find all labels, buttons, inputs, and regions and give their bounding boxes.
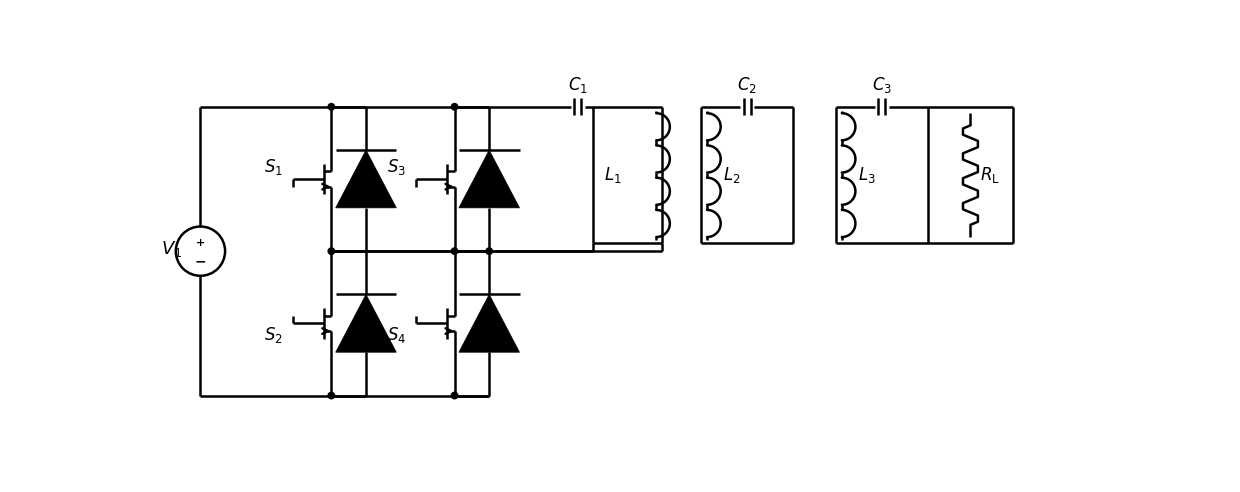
Circle shape [329,392,335,399]
Polygon shape [459,150,520,208]
Polygon shape [459,295,520,352]
Text: $C_1$: $C_1$ [568,75,588,95]
Text: $L_3$: $L_3$ [858,165,875,185]
Circle shape [329,103,335,110]
Text: +: + [196,238,205,247]
Text: $S_3$: $S_3$ [387,157,407,178]
Text: −: − [195,254,206,268]
Text: $S_2$: $S_2$ [264,325,283,345]
Text: $L_2$: $L_2$ [723,165,740,185]
Polygon shape [336,295,397,352]
Text: $C_2$: $C_2$ [738,75,758,95]
Text: $S_4$: $S_4$ [387,325,407,345]
Polygon shape [336,150,397,208]
Text: $S_1$: $S_1$ [264,157,283,178]
Circle shape [329,248,335,254]
Circle shape [451,392,458,399]
Text: $L_1$: $L_1$ [604,165,621,185]
Text: $C_3$: $C_3$ [872,75,892,95]
Text: $V_1$: $V_1$ [161,239,182,259]
Circle shape [451,103,458,110]
Text: $R_\mathrm{L}$: $R_\mathrm{L}$ [980,165,999,185]
Circle shape [451,248,458,254]
Circle shape [486,248,492,254]
